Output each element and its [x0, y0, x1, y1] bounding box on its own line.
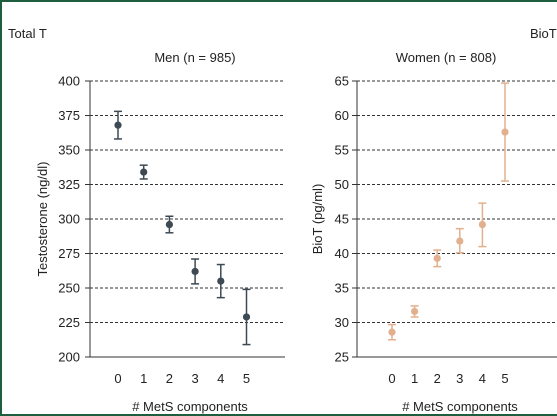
women-data-point-3	[456, 237, 464, 245]
men-ytick-label-275: 275	[58, 246, 80, 261]
women-ytick-label-60: 60	[335, 108, 349, 123]
men-data-point-0	[114, 121, 122, 129]
men-data-point-1	[140, 168, 148, 176]
men-x-axis-label: # MetS components	[132, 399, 248, 414]
men-data-point-5	[242, 313, 251, 321]
men-ytick-label-300: 300	[58, 212, 80, 227]
men-chart-title: Men (n = 985)	[154, 50, 235, 65]
women-ytick-label-30: 30	[335, 315, 349, 330]
women-ytick-label-55: 55	[335, 143, 349, 158]
women-xtick-label-1: 1	[411, 371, 418, 386]
women-xtick-label-0: 0	[388, 371, 395, 386]
men-data-point-3	[191, 267, 199, 276]
women-ytick-label-45: 45	[335, 212, 349, 227]
men-xtick-label-1: 1	[140, 371, 147, 386]
women-ytick-label-35: 35	[335, 281, 349, 296]
women-xtick-label-3: 3	[456, 371, 463, 386]
men-ytick-label-375: 375	[58, 108, 80, 123]
men-ytick-label-400: 400	[58, 74, 80, 89]
panel-label-left: Total T	[8, 26, 47, 41]
women-data-point-0	[388, 328, 396, 336]
women-data-point-5	[501, 128, 509, 136]
women-ytick-label-65: 65	[335, 74, 349, 89]
men-data-point-4	[217, 277, 225, 285]
women-data-point-2	[433, 254, 441, 262]
chart-panels: Men (n = 985)200225250275300325350375400…	[35, 50, 557, 414]
women-xtick-label-4: 4	[479, 371, 486, 386]
men-xtick-label-4: 4	[217, 371, 224, 386]
men-ytick-label-325: 325	[58, 177, 80, 192]
men-data-point-2	[165, 220, 173, 229]
men-xtick-label-2: 2	[166, 371, 173, 386]
men-xtick-label-0: 0	[114, 371, 121, 386]
men-ytick-label-350: 350	[58, 143, 80, 158]
women-xtick-label-2: 2	[434, 371, 441, 386]
women-chart-title: Women (n = 808)	[396, 50, 497, 65]
women-ytick-label-40: 40	[335, 246, 349, 261]
men-ytick-label-225: 225	[58, 315, 80, 330]
panel-label-right: BioT	[530, 26, 557, 41]
women-data-point-4	[478, 220, 486, 229]
men-xtick-label-5: 5	[243, 371, 250, 386]
women-data-point-1	[411, 307, 419, 316]
men-ytick-label-250: 250	[58, 281, 80, 296]
men-ytick-label-200: 200	[58, 350, 80, 365]
women-ytick-label-50: 50	[335, 177, 349, 192]
women-xtick-label-5: 5	[501, 371, 508, 386]
women-x-axis-label: # MetS components	[402, 399, 518, 414]
men-xtick-label-3: 3	[191, 371, 198, 386]
men-y-axis-label: Testosterone (ng/dl)	[35, 162, 50, 277]
women-y-axis-label: BioT (pg/ml)	[310, 184, 325, 255]
women-ytick-label-25: 25	[335, 350, 349, 365]
